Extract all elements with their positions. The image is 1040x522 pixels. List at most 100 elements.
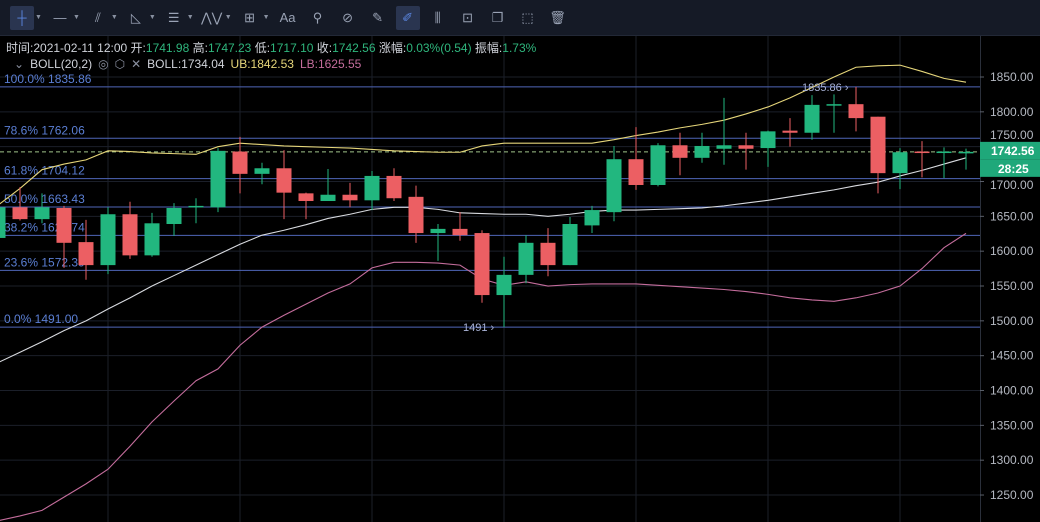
candle[interactable] (0, 205, 6, 243)
candle[interactable] (12, 187, 28, 221)
horizontal-line-icon[interactable]: — (53, 10, 67, 25)
measure-box-tool[interactable]: ⊞ ▼ (238, 5, 270, 31)
boll-ub-line (0, 64, 967, 205)
measure-box-icon[interactable]: ⊞ (244, 9, 256, 25)
candle[interactable] (364, 171, 380, 211)
lb-value: LB:1625.55 (299, 57, 362, 71)
candle[interactable] (474, 230, 490, 303)
chevron-down-icon[interactable]: ▼ (148, 14, 156, 21)
candle[interactable] (254, 162, 270, 185)
ruler-tool[interactable]: ✎ (366, 5, 390, 31)
crosshair-tool[interactable]: ┼ ▼ (10, 5, 42, 31)
link-icon[interactable]: ⊘ (342, 9, 354, 25)
crosshair-icon[interactable]: ┼ (10, 5, 34, 30)
candle[interactable] (848, 86, 864, 132)
gear-icon[interactable]: ⬡ (114, 57, 126, 71)
fib-level-label: 78.6% 1762.06 (4, 123, 85, 137)
candle[interactable] (716, 97, 732, 165)
candle[interactable] (210, 148, 226, 213)
candle[interactable] (628, 127, 644, 190)
candle[interactable] (100, 207, 116, 275)
fibonacci-icon[interactable]: ☰ (167, 9, 180, 25)
candle[interactable] (496, 256, 512, 328)
candle[interactable] (408, 185, 424, 243)
candle[interactable] (518, 235, 534, 284)
text-tool[interactable]: Aa (276, 5, 300, 31)
candle[interactable] (826, 94, 842, 133)
candle[interactable] (584, 205, 600, 234)
candle[interactable] (188, 198, 204, 224)
chevron-down-icon[interactable]: ▼ (262, 14, 270, 21)
candle[interactable] (320, 168, 336, 202)
candle[interactable] (144, 212, 160, 257)
candle[interactable] (892, 148, 908, 190)
parallel-channel-icon[interactable]: ⫽ (94, 9, 101, 25)
copy-tool[interactable]: ❐ (486, 5, 510, 31)
fibonacci-tool[interactable]: ☰ ▼ (162, 5, 194, 31)
candle[interactable] (232, 136, 248, 194)
candle[interactable] (122, 201, 138, 259)
triangle-ruler-icon[interactable]: ◺ (130, 9, 141, 25)
hide-drawings-icon[interactable]: ⬚ (521, 9, 534, 25)
magnet-tool[interactable]: ⚲ (306, 5, 330, 31)
magnet-icon[interactable]: ⚲ (312, 9, 323, 25)
eye-icon[interactable]: ◎ (98, 57, 109, 71)
chevron-down-icon[interactable]: ▼ (35, 14, 42, 21)
wave-pattern-tool[interactable]: ⋀⋁ ▼ (200, 5, 232, 31)
candle[interactable] (452, 212, 468, 241)
candle[interactable] (914, 141, 930, 178)
candle-body (232, 151, 248, 174)
wave-pattern-icon[interactable]: ⋀⋁ (201, 9, 223, 25)
candle-body (496, 274, 512, 296)
parallel-channel-tool[interactable]: ⫽ ▼ (86, 5, 118, 31)
draw-mode-tool[interactable]: ✐ (395, 5, 420, 31)
candle[interactable] (34, 193, 50, 224)
text-icon[interactable]: Aa (279, 10, 296, 25)
axis-tick-label: 1600.00 (990, 244, 1034, 258)
hide-drawings-tool[interactable]: ⬚ (516, 5, 540, 31)
copy-icon[interactable]: ❐ (491, 9, 504, 25)
candle[interactable] (694, 132, 710, 163)
candle[interactable] (386, 168, 402, 202)
candle[interactable] (166, 203, 182, 236)
candles-tool[interactable]: ⫼ (426, 5, 450, 31)
candlestick-chart[interactable]: 100.0% 1835.86 78.6% 1762.06 61.8% 1704.12… (0, 36, 1040, 522)
candle[interactable] (606, 145, 622, 222)
trash-tool[interactable]: 🗑 (546, 5, 570, 31)
candle[interactable] (936, 147, 952, 179)
candle[interactable] (738, 132, 754, 170)
chevron-down-icon[interactable]: ▼ (224, 14, 232, 21)
triangle-ruler-tool[interactable]: ◺ ▼ (124, 5, 156, 31)
candle[interactable] (562, 217, 578, 266)
ruler-icon[interactable]: ✎ (372, 9, 384, 25)
candle[interactable] (342, 182, 358, 208)
candles-icon[interactable]: ⫼ (434, 9, 441, 25)
close-icon[interactable]: ✕ (131, 57, 142, 71)
candle[interactable] (56, 205, 72, 268)
candle[interactable] (760, 130, 776, 167)
candle[interactable] (430, 224, 446, 261)
candle[interactable] (672, 132, 688, 176)
candle-body (826, 104, 842, 106)
candle[interactable] (276, 150, 292, 220)
candle[interactable] (958, 148, 974, 170)
chevron-down-icon[interactable]: ▼ (72, 14, 80, 21)
chevron-down-icon[interactable]: ▼ (186, 14, 194, 21)
link-tool[interactable]: ⊘ (336, 5, 360, 31)
lock-icon[interactable]: ⊡ (462, 9, 474, 25)
trash-icon[interactable]: 🗑 (549, 9, 566, 25)
ub-value: UB:1842.53 (230, 57, 294, 71)
candle[interactable] (298, 192, 314, 220)
candle[interactable] (78, 219, 94, 280)
collapse-chevron-icon[interactable]: ⌄ (14, 57, 25, 71)
candle[interactable] (870, 116, 886, 194)
draw-mode-icon[interactable]: ✐ (395, 5, 420, 30)
candle[interactable] (650, 143, 666, 187)
chevron-down-icon[interactable]: ▼ (110, 14, 118, 21)
candle[interactable] (540, 228, 556, 277)
lock-tool[interactable]: ⊡ (456, 5, 480, 31)
candle[interactable] (782, 118, 798, 147)
axis-tick-label: 1500.00 (990, 314, 1034, 328)
candle[interactable] (804, 95, 820, 140)
horizontal-line-tool[interactable]: — ▼ (48, 5, 80, 31)
